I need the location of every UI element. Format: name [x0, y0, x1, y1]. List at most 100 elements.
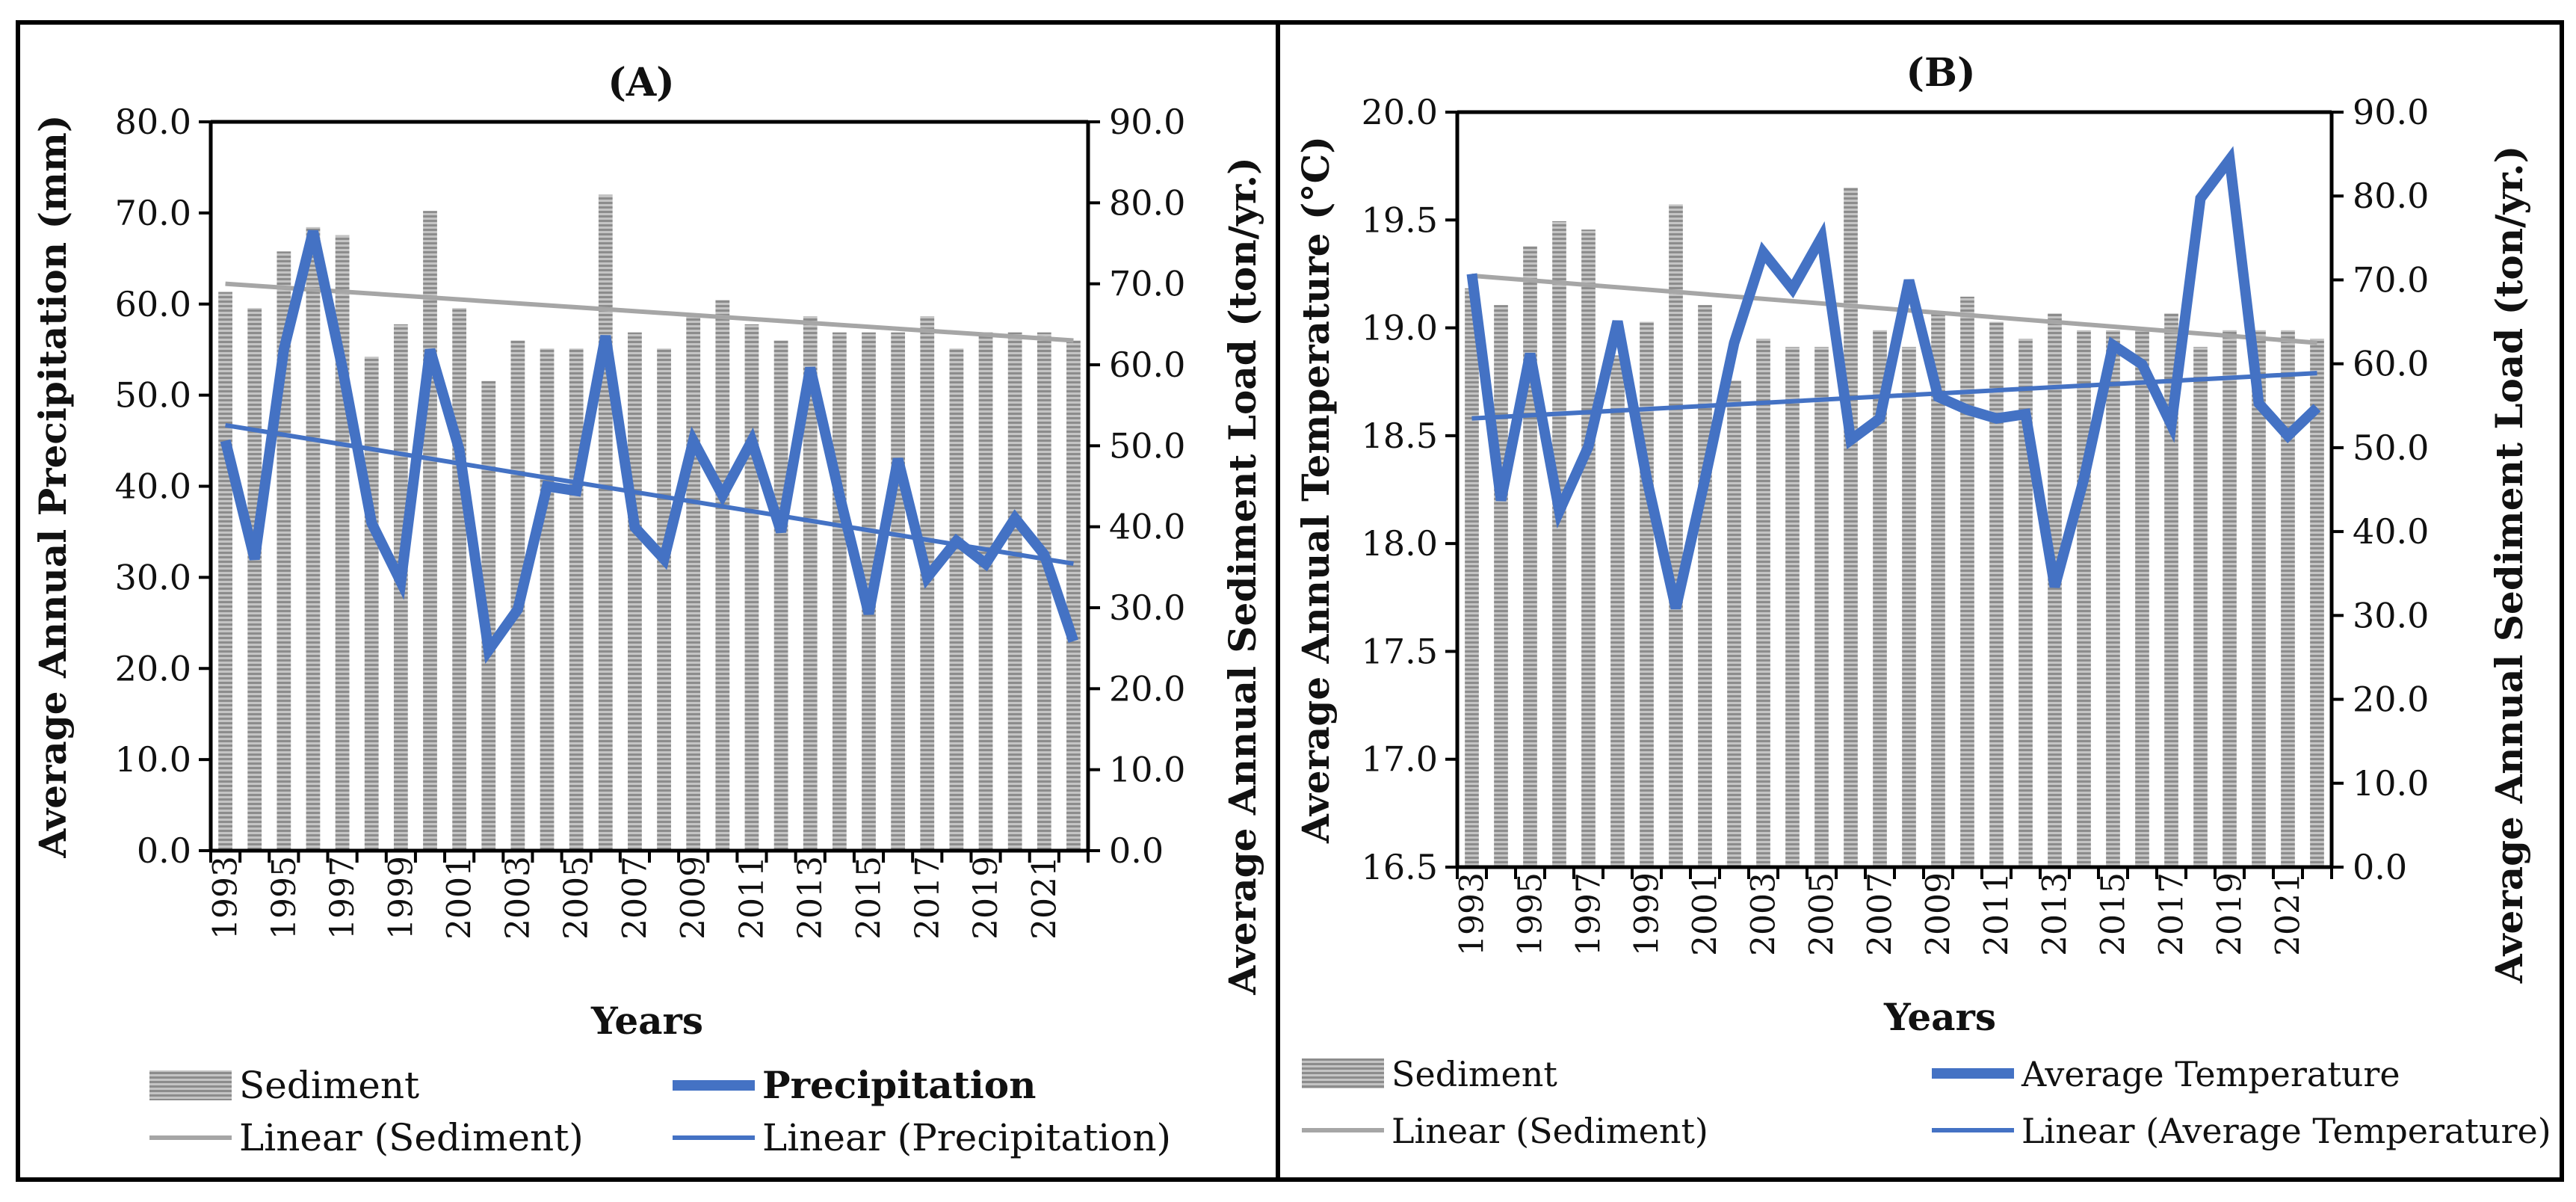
- sediment-bar: [2252, 330, 2266, 867]
- left-tick-label: 50.0: [115, 375, 191, 416]
- right-tick-label: 0.0: [2353, 847, 2407, 887]
- sediment-bar: [1523, 246, 1537, 867]
- sediment-bar: [657, 348, 671, 851]
- sediment-bar: [1814, 347, 1829, 867]
- sediment-bar: [1785, 347, 1800, 867]
- sediment-bar: [1581, 229, 1596, 868]
- sediment-bar: [364, 357, 379, 851]
- x-tick-label: 2001: [441, 856, 479, 940]
- x-tick-label: 2013: [791, 856, 830, 940]
- right-tick-label: 80.0: [2353, 176, 2429, 216]
- x-tick-label: 2013: [2036, 872, 2075, 956]
- sediment-bar: [978, 332, 993, 851]
- sediment-bar: [1037, 332, 1051, 851]
- chart-title: (B): [1906, 50, 1975, 96]
- x-tick-label: 1995: [1512, 872, 1550, 956]
- x-tick-label: 2019: [2211, 872, 2249, 956]
- left-tick-label: 0.0: [137, 830, 191, 871]
- left-tick-label: 19.5: [1362, 200, 1438, 240]
- sediment-bar: [598, 194, 613, 851]
- sediment-bar: [1494, 305, 1508, 868]
- sediment-bar: [2077, 330, 2091, 867]
- sediment-bar: [247, 308, 262, 851]
- left-tick-label: 19.0: [1362, 308, 1438, 348]
- sediment-bar: [1610, 355, 1625, 867]
- x-tick-label: 2017: [2153, 872, 2191, 956]
- sediment-bar: [628, 332, 642, 851]
- left-tick-label: 17.5: [1362, 631, 1438, 671]
- sediment-bar: [306, 226, 321, 851]
- sediment-bar: [2193, 347, 2208, 867]
- right-tick-label: 20.0: [1109, 668, 1185, 709]
- left-tick-label: 30.0: [115, 557, 191, 597]
- x-tick-label: 2003: [499, 856, 537, 940]
- right-tick-label: 90.0: [2353, 92, 2429, 132]
- sediment-bar: [1007, 332, 1022, 851]
- right-tick-label: 70.0: [1109, 264, 1185, 304]
- sediment-bar: [832, 332, 847, 851]
- left-tick-label: 40.0: [115, 466, 191, 507]
- sediment-bar: [1873, 330, 1887, 867]
- x-tick-label: 1997: [324, 856, 362, 940]
- sediment-bar: [803, 316, 818, 851]
- sediment-bar: [452, 308, 467, 851]
- right-tick-label: 60.0: [2353, 344, 2429, 384]
- sediment-bar: [2135, 330, 2149, 867]
- sediment-bar: [1756, 339, 1770, 867]
- right-tick-label: 30.0: [1109, 588, 1185, 628]
- linear-sediment-trendline: [1471, 273, 2317, 345]
- x-tick-label: 2007: [1862, 872, 1900, 956]
- legend-label: Linear (Average Temperature): [2021, 1111, 2551, 1151]
- legend-label: Linear (Precipitation): [762, 1116, 1171, 1159]
- right-tick-label: 0.0: [1109, 830, 1164, 871]
- x-tick-label: 1997: [1570, 872, 1608, 956]
- right-tick-label: 80.0: [1109, 182, 1185, 223]
- x-tick-label: 2001: [1687, 872, 1725, 956]
- panel-a: (A) 0.0 10.0 20.0 30.0 40.0 50.0 60.0 70.0 80.0 0.…: [31, 60, 1264, 1159]
- sediment-bar: [1640, 321, 1654, 867]
- sediment-bar: [1989, 321, 2004, 867]
- chart-title: (A): [608, 60, 675, 105]
- sediment-bar: [1902, 347, 1916, 867]
- linear-precipitation-trendline: [225, 422, 1074, 567]
- x-tick-label: 2015: [2095, 872, 2133, 956]
- x-tick-label: 2019: [967, 856, 1005, 940]
- x-tick-label: 2005: [1803, 872, 1841, 956]
- x-tick-label: 2005: [557, 856, 596, 940]
- sediment-bar: [1669, 204, 1683, 867]
- left-axis-label: Average Annual Temperature (°C): [1294, 136, 1338, 844]
- sediment-bar: [218, 292, 232, 851]
- panel-b: (B) 16.5 17.0 17.5 18.0 18.5 19.0 19.5 20.0 0.0 10…: [1294, 50, 2551, 1151]
- legend-label: Linear (Sediment): [239, 1116, 584, 1159]
- x-tick-label: 2021: [2270, 872, 2308, 956]
- right-tick-label: 90.0: [1109, 102, 1185, 142]
- x-axis-label: Years: [590, 999, 703, 1043]
- right-tick-label: 40.0: [2353, 511, 2429, 552]
- right-tick-label: 30.0: [2353, 595, 2429, 635]
- left-tick-label: 60.0: [115, 284, 191, 324]
- left-tick-label: 80.0: [115, 102, 191, 142]
- left-tick-label: 10.0: [115, 739, 191, 780]
- left-tick-label: 20.0: [1362, 92, 1438, 132]
- left-tick-label: 70.0: [115, 193, 191, 233]
- sediment-bar: [2019, 339, 2033, 867]
- sediment-bar: [1844, 188, 1858, 867]
- sediment-bar: [744, 324, 759, 851]
- right-tick-label: 70.0: [2353, 259, 2429, 300]
- sediment-bar: [540, 348, 555, 851]
- sediment-bar: [686, 316, 701, 851]
- x-tick-label: 2007: [616, 856, 654, 940]
- sediment-bar: [891, 332, 906, 851]
- sediment-bar: [1066, 340, 1081, 851]
- left-tick-label: 18.0: [1362, 523, 1438, 564]
- x-axis-label: Years: [1883, 995, 1996, 1039]
- x-tick-label: 2009: [1920, 872, 1958, 956]
- legend-label: Sediment: [239, 1064, 419, 1107]
- sediment-bar: [2106, 330, 2120, 867]
- sediment-bar: [569, 348, 584, 851]
- x-tick-label: 2017: [909, 856, 947, 940]
- x-tick-label: 1995: [265, 856, 303, 940]
- sediment-bar: [2281, 330, 2295, 867]
- x-tick-label: 1993: [207, 856, 245, 940]
